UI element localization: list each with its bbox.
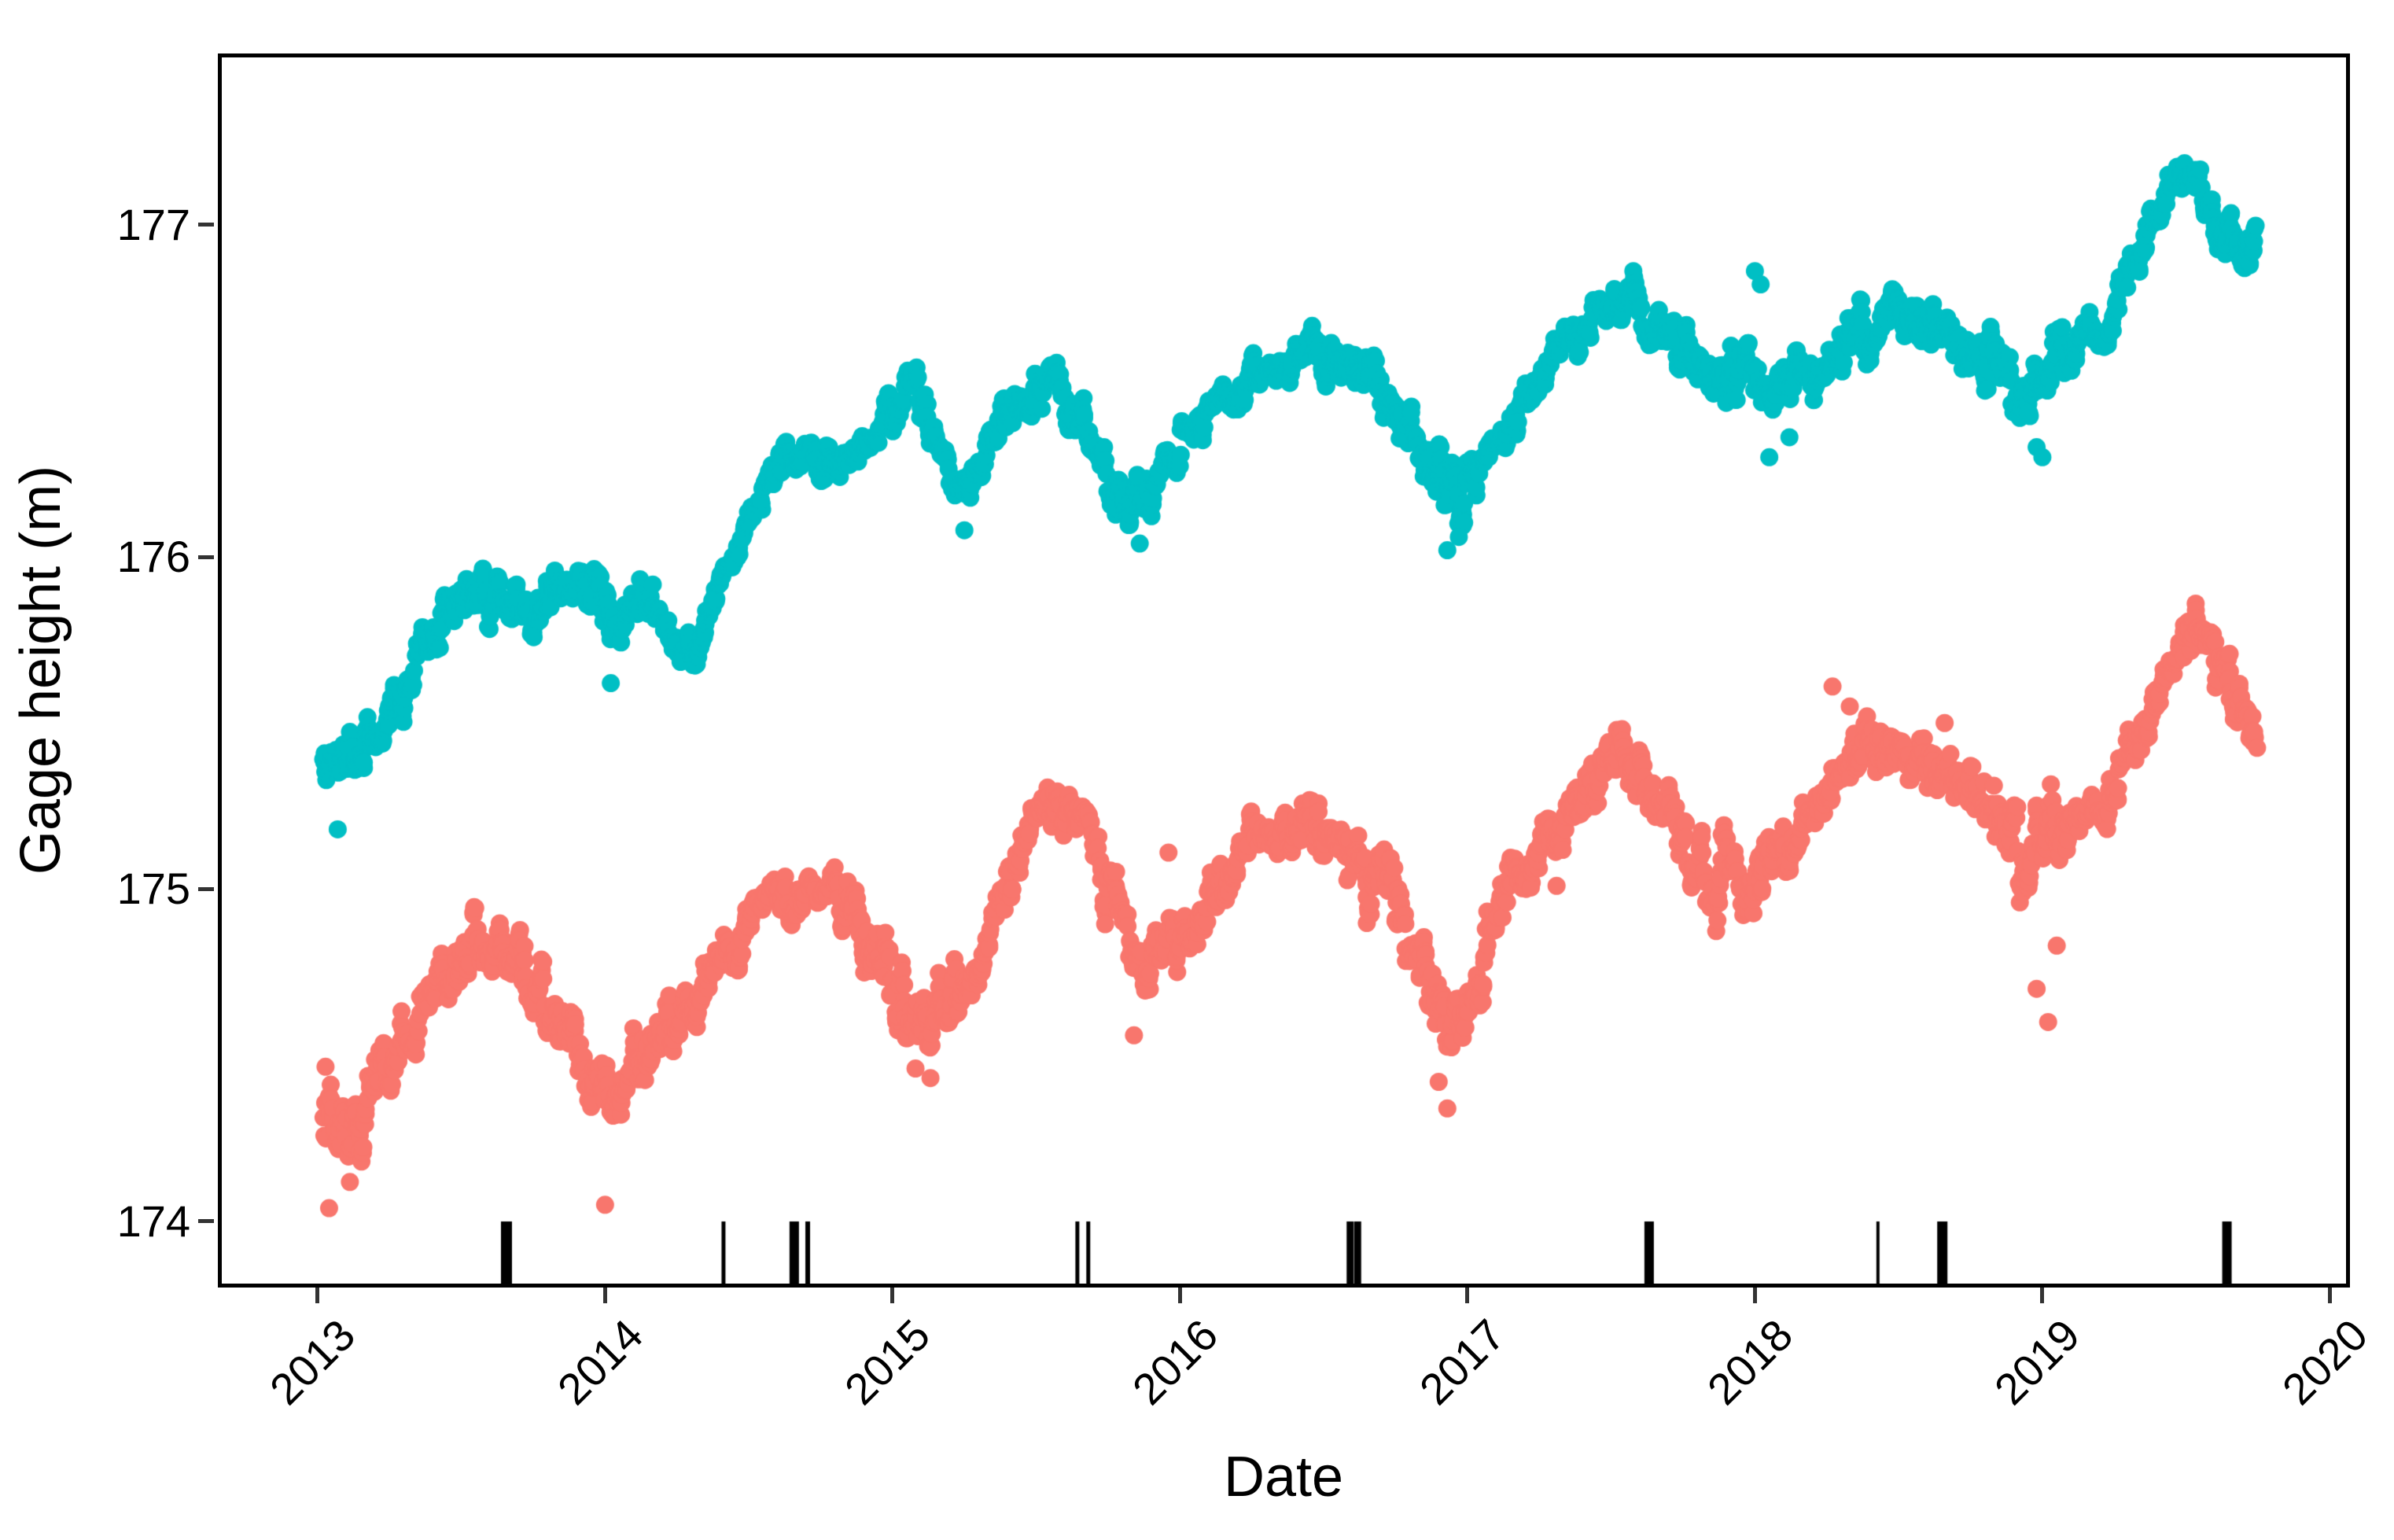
x-tick-mark	[1465, 1288, 1470, 1303]
y-tick-mark	[198, 1219, 214, 1224]
y-tick-label: 175	[116, 864, 190, 914]
y-tick-label: 174	[116, 1196, 190, 1246]
x-tick-mark	[2040, 1288, 2045, 1303]
x-tick-mark	[2327, 1288, 2332, 1303]
x-tick-mark	[890, 1288, 895, 1303]
x-tick-mark	[602, 1288, 607, 1303]
x-axis-title: Date	[1223, 1446, 1344, 1509]
y-tick-mark	[198, 554, 214, 559]
x-tick-mark	[1752, 1288, 1757, 1303]
y-tick-mark	[198, 223, 214, 227]
y-axis-title: Gage height (m)	[9, 465, 72, 875]
y-tick-label: 177	[116, 199, 190, 249]
y-tick-mark	[198, 886, 214, 891]
x-tick-mark	[315, 1288, 320, 1303]
x-tick-mark	[1177, 1288, 1182, 1303]
y-tick-label: 176	[116, 532, 190, 582]
